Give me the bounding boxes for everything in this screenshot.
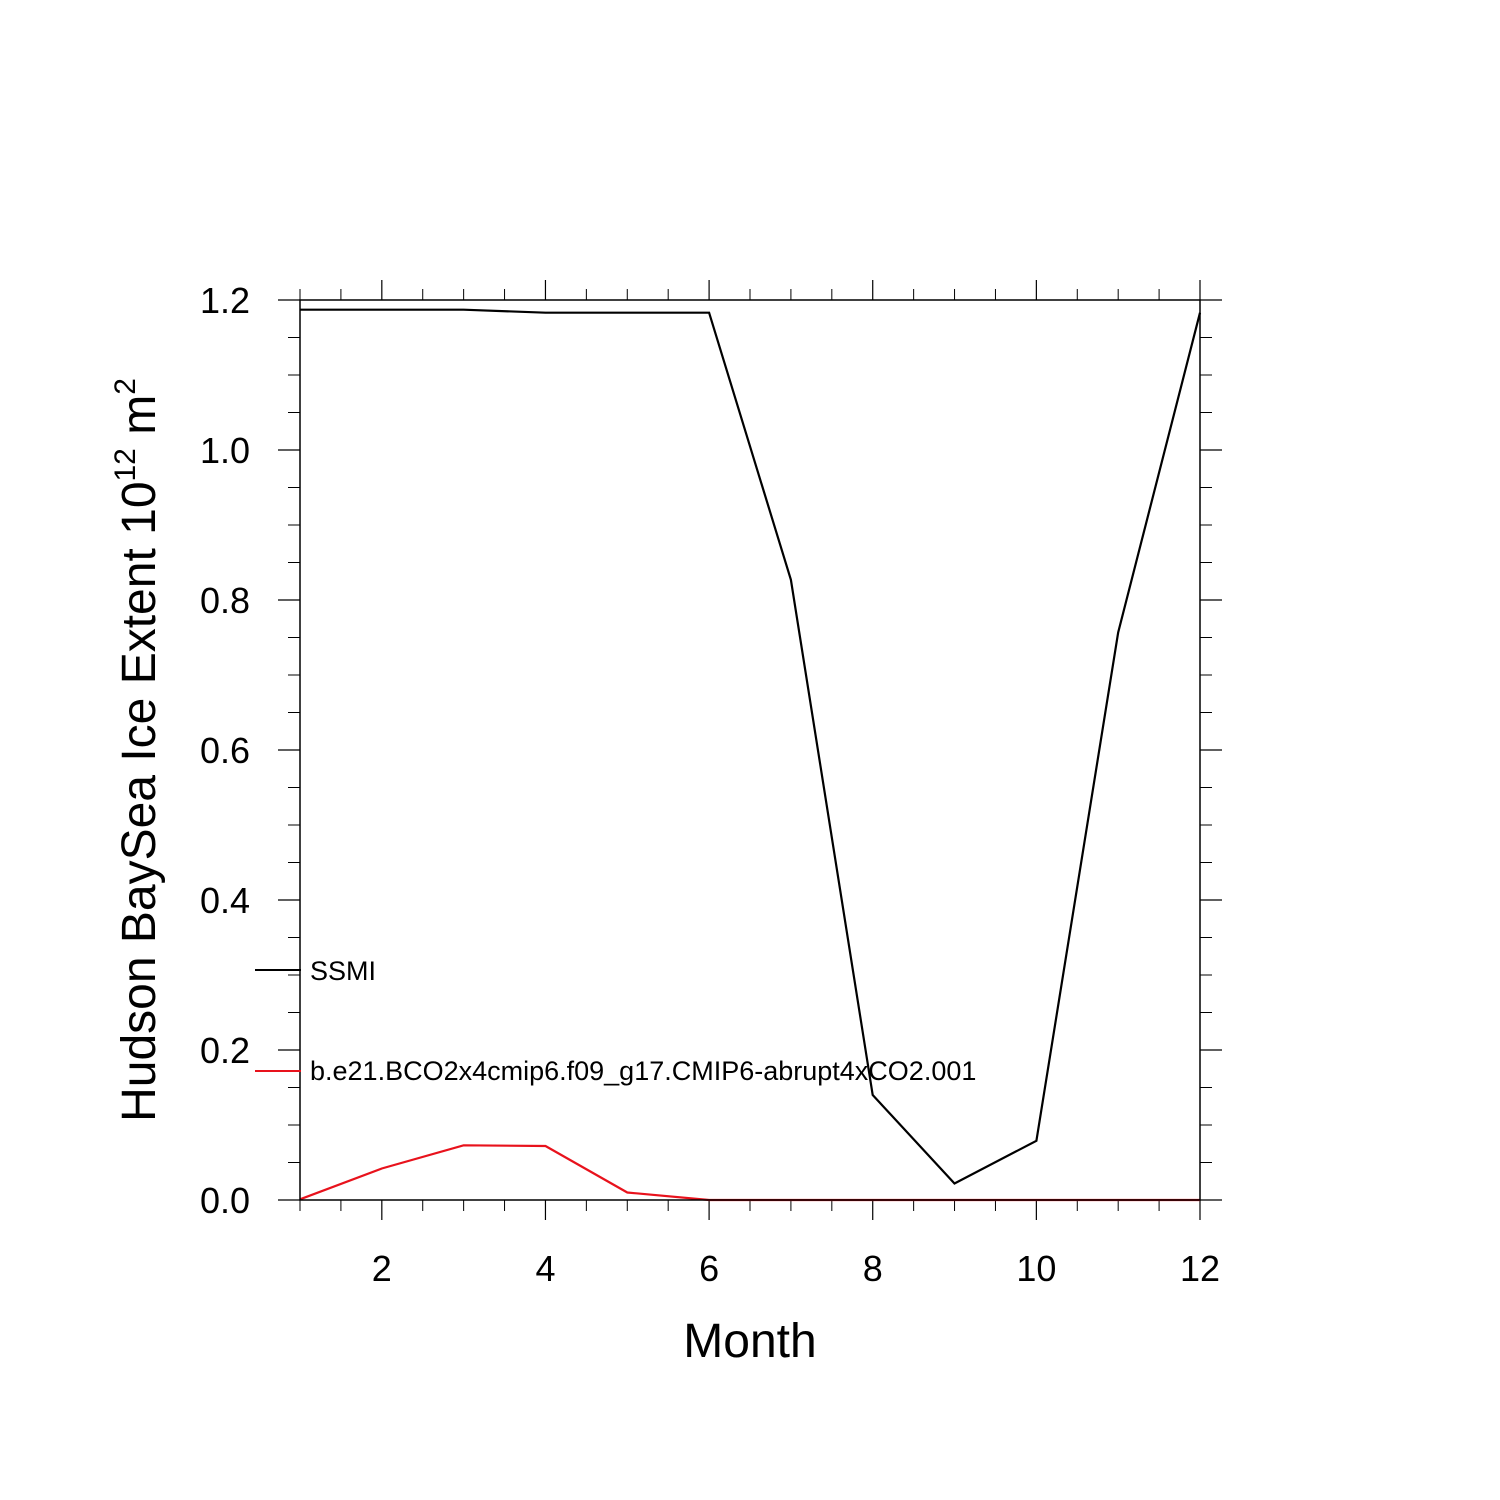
plot-frame — [299, 299, 1201, 1201]
x-tick-label: 8 — [863, 1248, 883, 1289]
x-axis-title: Month — [683, 1315, 816, 1368]
y-tick-label: 1.2 — [200, 280, 250, 321]
y-tick-label: 0.6 — [200, 730, 250, 771]
x-tick-label: 10 — [1016, 1248, 1056, 1289]
y-axis-title-unit: m — [113, 395, 166, 448]
series-line-0 — [300, 308, 1202, 1185]
y-tick-label: 0.8 — [200, 580, 250, 621]
y-tick-label: 0.0 — [200, 1180, 250, 1221]
y-tick-label: 1.0 — [200, 430, 250, 471]
legend-label-ssmi: SSMI — [310, 956, 376, 986]
x-tick-label: 4 — [535, 1248, 555, 1289]
y-axis-title-prefix: Hudson BaySea Ice Extent 10 — [113, 481, 166, 1121]
tick-labels: 2 4 6 8 10 12 0.0 0.2 0.4 0.6 0.8 1.0 1.2 — [200, 280, 1220, 1289]
y-tick-label: 0.2 — [200, 1030, 250, 1071]
x-tick-label: 6 — [699, 1248, 719, 1289]
y-axis-title: Hudson BaySea Ice Extent 1012 m2 — [109, 378, 166, 1122]
legend-label-model: b.e21.BCO2x4cmip6.f09_g17.CMIP6-abrupt4x… — [310, 1056, 976, 1086]
axis-ticks — [278, 280, 1222, 1220]
legend: SSMI b.e21.BCO2x4cmip6.f09_g17.CMIP6-abr… — [255, 956, 976, 1086]
y-axis-title-exponent: 12 — [109, 448, 142, 481]
x-tick-label: 2 — [372, 1248, 392, 1289]
x-tick-label: 12 — [1180, 1248, 1220, 1289]
y-tick-label: 0.4 — [200, 880, 250, 921]
y-axis-title-unit-exponent: 2 — [109, 378, 142, 395]
